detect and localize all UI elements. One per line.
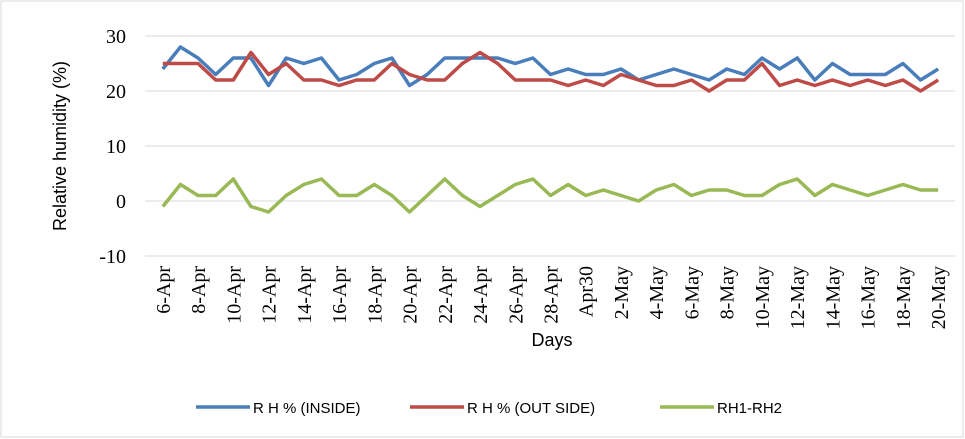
x-tick-label: 12-May [787, 266, 809, 329]
series-line [161, 177, 939, 214]
x-tick-label: 18-Apr [364, 266, 386, 324]
x-tick-label: 6-Apr [153, 266, 175, 314]
x-tick-label: 8-May [717, 266, 739, 319]
y-tick-label: 20 [106, 81, 126, 103]
x-tick-label: 22-Apr [435, 266, 457, 324]
y-tick-label: 10 [106, 136, 126, 158]
y-tick-label: -10 [99, 246, 126, 268]
y-tick-label: 0 [116, 191, 126, 213]
x-tick-label: 6-May [681, 266, 703, 319]
x-tick-label: 2-May [611, 266, 633, 319]
x-tick-label: 14-May [822, 266, 844, 329]
series-line [162, 50, 940, 93]
x-tick-label: 28-Apr [541, 266, 563, 324]
x-tick-label: 12-Apr [259, 266, 281, 324]
x-tick-label: Apr30 [576, 266, 598, 317]
x-tick-label: 18-May [893, 266, 915, 329]
x-tick-label: 16-Apr [329, 266, 351, 324]
x-tick-label: 24-Apr [470, 266, 492, 324]
x-tick-label: 14-Apr [294, 266, 316, 324]
x-tick-label: 10-May [752, 266, 774, 329]
x-tick-label: 26-Apr [505, 266, 527, 324]
x-tick-label: 16-May [858, 266, 880, 329]
x-tick-label: 20-May [928, 266, 950, 329]
x-tick-label: 20-Apr [400, 266, 422, 324]
legend-label: R H % (INSIDE) [253, 400, 361, 417]
legend-label: R H % (OUT SIDE) [467, 400, 595, 417]
x-tick-label: 4-May [646, 266, 668, 319]
x-tick-label: 8-Apr [188, 266, 210, 314]
x-axis-title: Days [531, 330, 572, 350]
y-axis-title: Relative humidity (%) [50, 61, 70, 231]
legend-label: RH1-RH2 [717, 400, 782, 417]
y-tick-label: 30 [106, 26, 126, 48]
series-line [161, 45, 940, 88]
x-tick-label: 10-Apr [223, 266, 245, 324]
